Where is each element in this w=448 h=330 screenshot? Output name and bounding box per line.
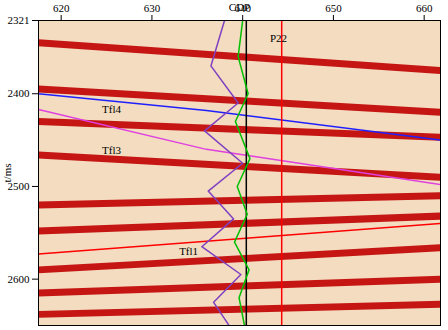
svg-text:t/ms: t/ms [1,164,13,183]
svg-text:Tfl4: Tfl4 [102,103,121,115]
svg-text:2500: 2500 [7,180,30,192]
svg-text:2400: 2400 [8,87,31,99]
svg-text:620: 620 [53,2,70,14]
svg-text:P22: P22 [270,32,287,44]
svg-text:2321: 2321 [8,14,30,26]
svg-text:630: 630 [144,2,161,14]
svg-text:Tfl1: Tfl1 [179,245,198,257]
svg-text:Tfl3: Tfl3 [102,144,121,156]
svg-text:2600: 2600 [8,273,31,285]
svg-text:CDP: CDP [229,1,250,13]
svg-text:650: 650 [325,2,342,14]
svg-text:660: 660 [416,2,433,14]
